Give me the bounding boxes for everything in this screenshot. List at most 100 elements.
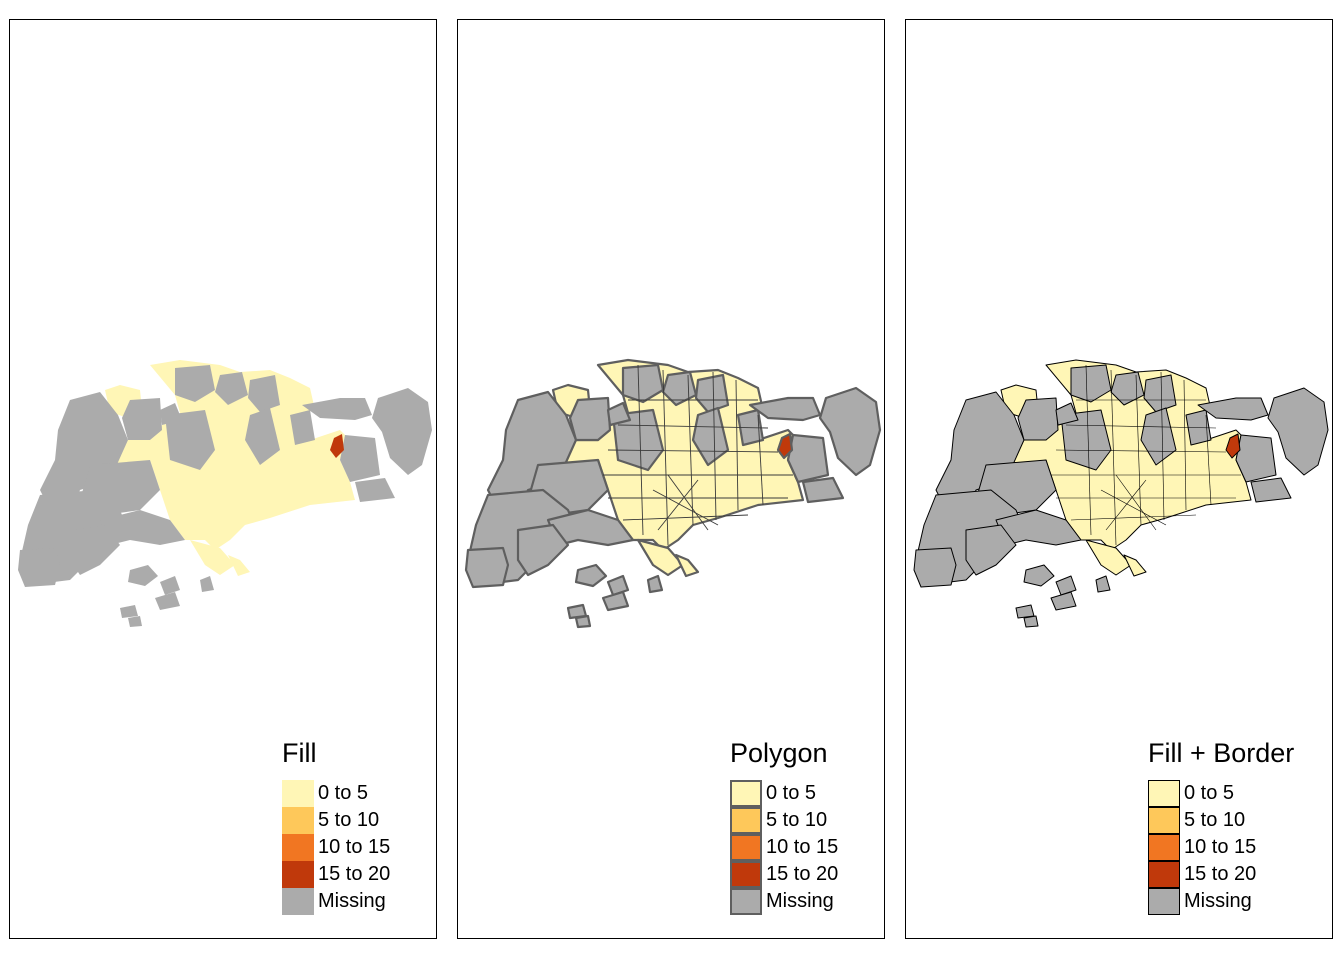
subzone-borders <box>603 364 793 546</box>
legend-fill-border: Fill + Border 0 to 5 5 to 10 10 to 15 15 to… <box>1148 734 1294 915</box>
legend-item: Missing <box>730 888 838 915</box>
map-panel-fill-border: Fill + Border 0 to 5 5 to 10 10 to 15 15 to… <box>905 19 1333 939</box>
legend-swatch <box>730 780 762 807</box>
legend-label: 15 to 20 <box>1184 863 1257 885</box>
map-fill-border <box>913 359 1329 628</box>
map-panel-fill: Fill 0 to 5 5 to 10 10 to 15 15 to 20 Missin… <box>9 19 437 939</box>
legend-label: Missing <box>1184 890 1252 912</box>
region-missing <box>245 408 280 465</box>
region-missing <box>1023 615 1039 628</box>
region-missing <box>1050 591 1077 611</box>
region-missing <box>601 590 630 612</box>
region-missing <box>1250 477 1292 503</box>
legend-label: 5 to 10 <box>318 809 380 831</box>
region-missing <box>1023 564 1055 587</box>
region-missing <box>175 365 215 402</box>
legend-label: 10 to 15 <box>1184 836 1257 858</box>
legend-label: 10 to 15 <box>318 836 391 858</box>
legend-rows: 0 to 5 5 to 10 10 to 15 15 to 20 Missing <box>730 780 838 915</box>
region-missing <box>646 574 664 594</box>
legend-item: 0 to 5 <box>1148 780 1294 807</box>
legend-swatch <box>730 861 762 888</box>
region-missing <box>1235 434 1277 483</box>
region-missing <box>200 576 214 592</box>
legend-swatch <box>282 888 314 915</box>
region-missing <box>160 403 182 425</box>
legend-swatch <box>730 807 762 834</box>
region-class-0-5 <box>90 360 355 550</box>
region-missing <box>1267 387 1329 476</box>
region-missing <box>1015 604 1035 619</box>
region-missing <box>18 548 60 587</box>
region-missing <box>568 396 612 442</box>
legend-swatch <box>282 807 314 834</box>
legend-label: 15 to 20 <box>766 863 839 885</box>
legend-item: 10 to 15 <box>1148 834 1294 861</box>
legend-item: 15 to 20 <box>282 861 390 888</box>
legend-label: Missing <box>318 890 386 912</box>
legend-swatch <box>282 780 314 807</box>
region-missing <box>122 398 162 440</box>
legend-label: Missing <box>766 890 834 912</box>
legend-swatch <box>282 834 314 861</box>
legend-swatch <box>1148 861 1180 888</box>
region-missing <box>574 563 608 588</box>
legend-item: Missing <box>1148 888 1294 915</box>
region-missing <box>606 574 630 597</box>
region-missing <box>606 401 632 427</box>
region-missing <box>128 616 142 627</box>
legend-title: Fill + Border <box>1148 738 1295 768</box>
legend-item: 0 to 5 <box>282 780 390 807</box>
legend-item: 10 to 15 <box>282 834 390 861</box>
region-missing <box>1140 407 1177 466</box>
legend-swatch <box>730 834 762 861</box>
region-class-15-20 <box>1225 433 1241 459</box>
region-missing <box>1095 575 1111 593</box>
map-panel-polygon: Polygon 0 to 5 5 to 10 10 to 15 15 to 20 Mis… <box>457 19 885 939</box>
region-missing <box>1017 397 1059 441</box>
legend-item: 10 to 15 <box>730 834 838 861</box>
region-missing <box>128 565 158 586</box>
region-missing <box>120 605 138 618</box>
region-class-0-5 <box>228 555 250 576</box>
legend-label: 15 to 20 <box>318 863 391 885</box>
region-missing <box>801 476 845 504</box>
region-missing <box>621 363 665 404</box>
legend-title: Fill <box>282 738 317 768</box>
region-missing <box>1055 402 1079 426</box>
legend-swatch <box>1148 834 1180 861</box>
region-missing <box>302 398 372 420</box>
legend-title: Polygon <box>730 738 828 768</box>
region-missing <box>290 410 315 445</box>
region-missing <box>1070 364 1112 403</box>
region-missing <box>70 525 120 575</box>
map-polygon <box>464 358 882 629</box>
region-class-0-5 <box>1085 539 1132 576</box>
legend-label: 5 to 10 <box>766 809 828 831</box>
legend-item: 15 to 20 <box>1148 861 1294 888</box>
region-class-15-20 <box>330 434 344 458</box>
legend-item: 15 to 20 <box>730 861 838 888</box>
region-missing <box>1197 397 1269 421</box>
region-class-15-20 <box>776 432 794 460</box>
region-class-0-5 <box>636 538 685 577</box>
region-missing <box>464 546 510 589</box>
region-class-0-5 <box>1123 554 1147 577</box>
region-missing <box>165 410 215 470</box>
legend-rows: 0 to 5 5 to 10 10 to 15 15 to 20 Missing <box>282 780 390 915</box>
region-missing <box>913 547 957 588</box>
region-missing <box>574 614 592 629</box>
subzone-borders <box>1051 364 1241 546</box>
legend-label: 10 to 15 <box>766 836 839 858</box>
legend-swatch <box>282 861 314 888</box>
legend-item: 5 to 10 <box>730 807 838 834</box>
legend-swatch <box>1148 807 1180 834</box>
region-missing <box>248 375 280 412</box>
map-fill <box>18 360 432 627</box>
legend-item: 5 to 10 <box>1148 807 1294 834</box>
legend-label: 5 to 10 <box>1184 809 1246 831</box>
legend-rows: 0 to 5 5 to 10 10 to 15 15 to 20 Missing <box>1148 780 1294 915</box>
region-missing <box>40 392 128 515</box>
legend-fill: Fill 0 to 5 5 to 10 10 to 15 15 to 20 Missin… <box>282 734 390 915</box>
region-missing <box>516 523 570 577</box>
